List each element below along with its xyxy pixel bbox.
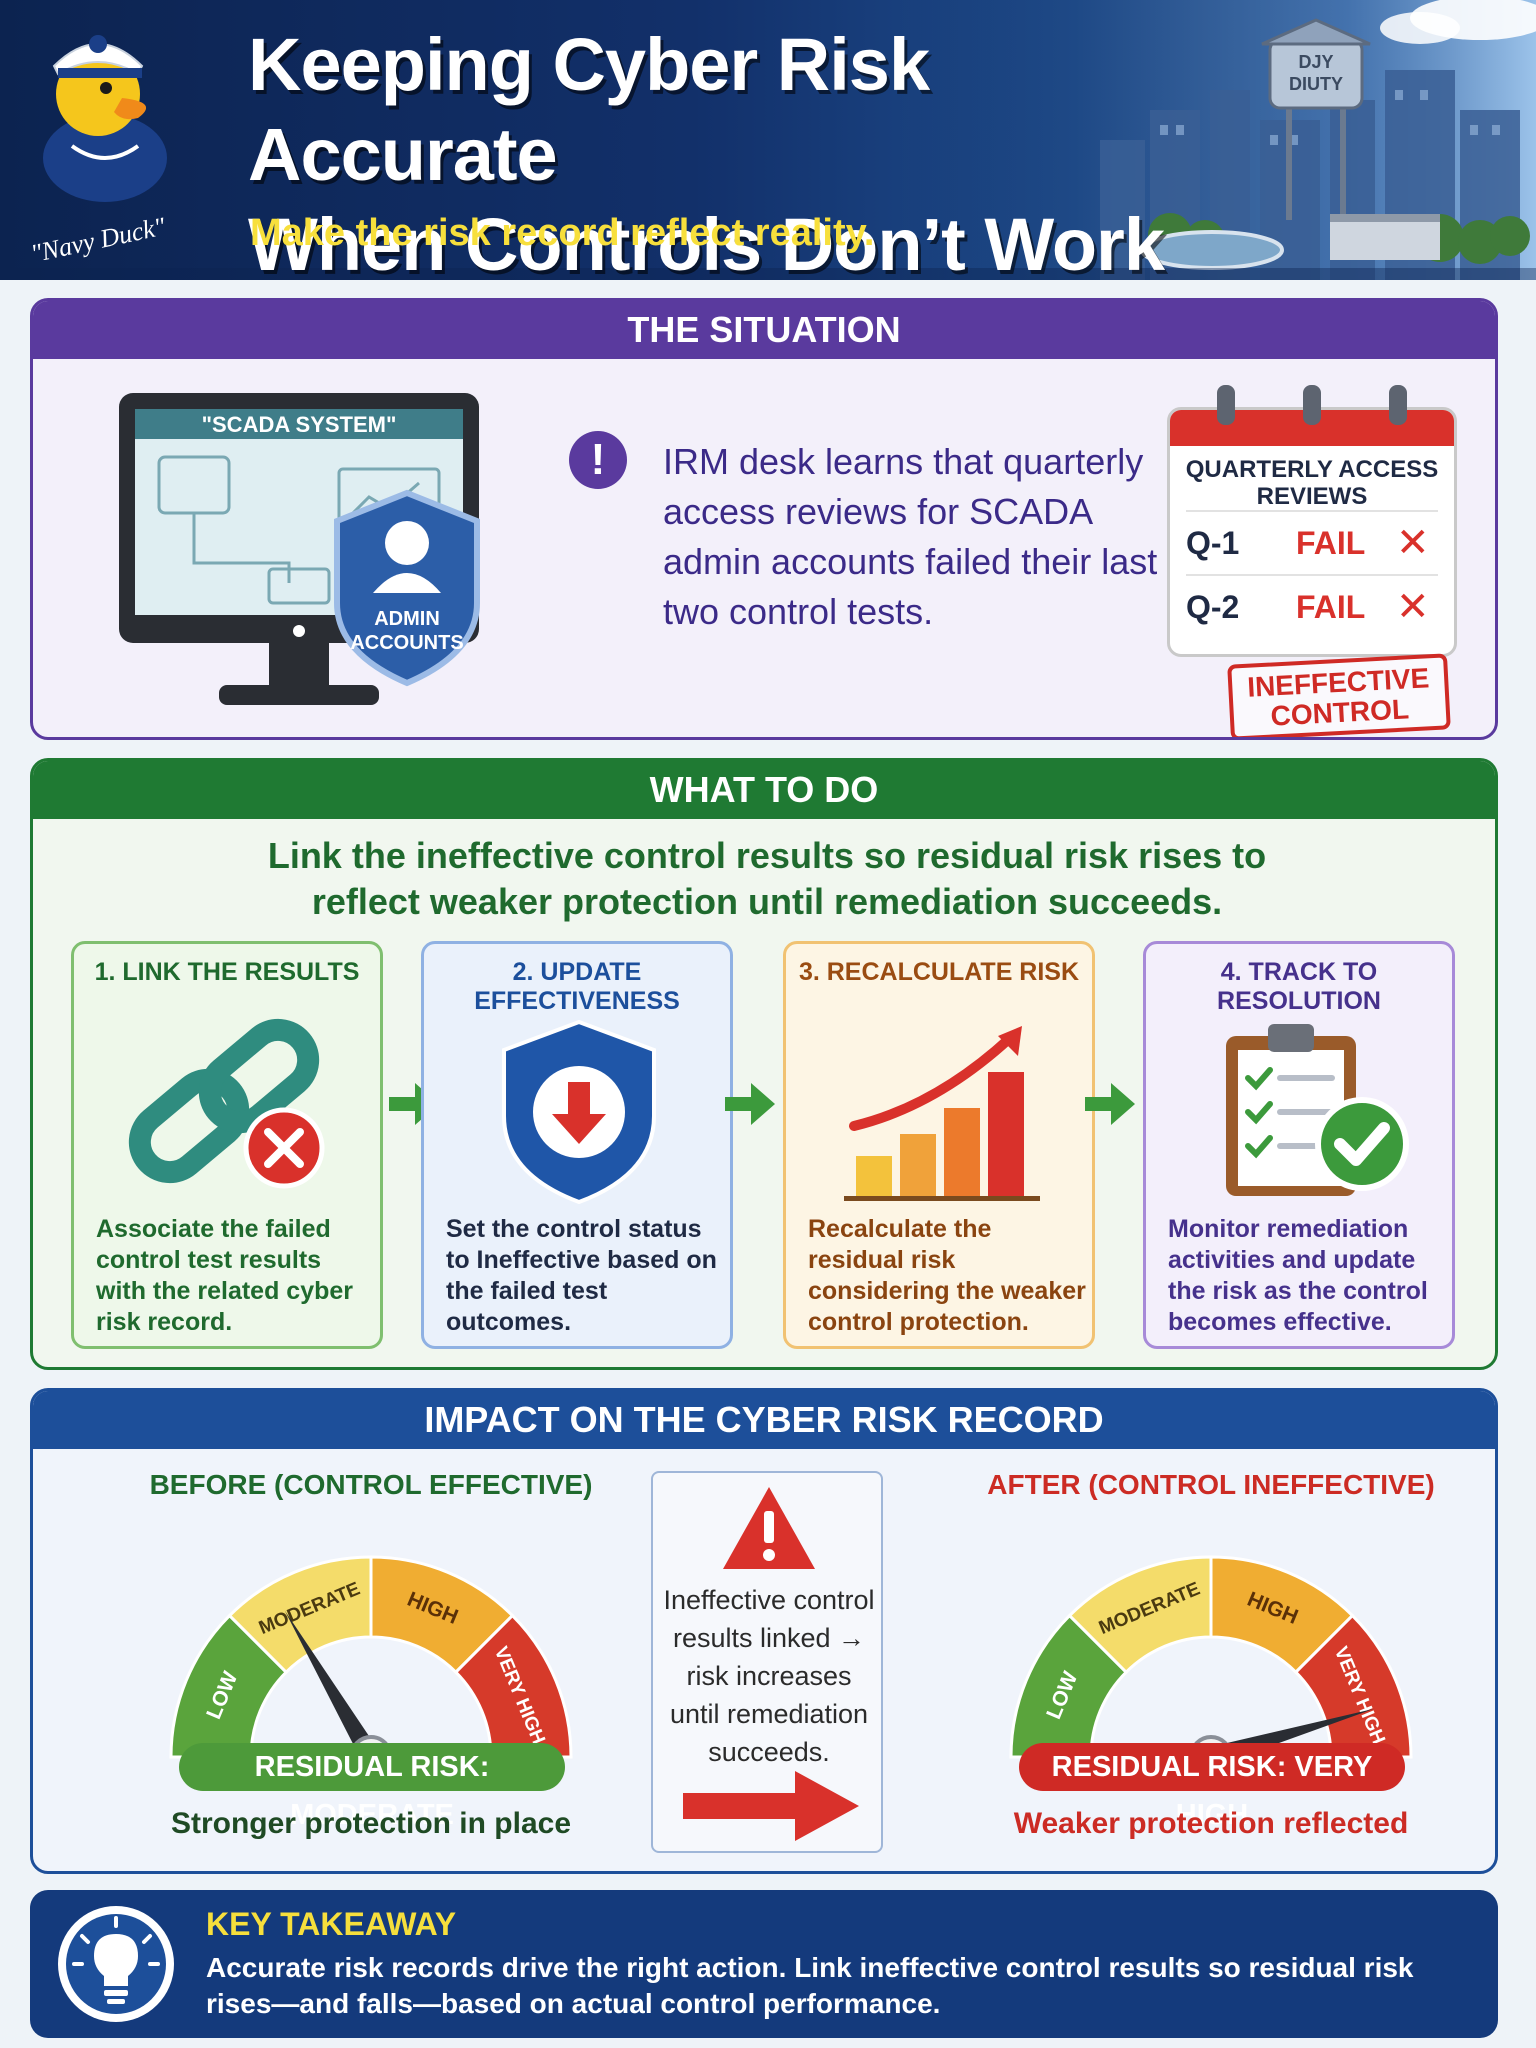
- residual-risk-pill: RESIDUAL RISK: VERY HIGH: [1019, 1743, 1405, 1831]
- after-gauge-column: AFTER (CONTROL INEFFECTIVE) LOW MODERATE H…: [951, 1449, 1471, 1869]
- rising-bar-chart-icon: [844, 1026, 1040, 1201]
- result-label: FAIL: [1296, 524, 1366, 561]
- lead-line: Link the ineffective control results so …: [267, 835, 1267, 876]
- arrow-right-icon: [1085, 1083, 1135, 1125]
- title-line: When Controls Don’t Work: [248, 203, 1165, 280]
- before-subtext: Stronger protection in place: [170, 1807, 572, 1840]
- shield-label: ACCOUNTS: [350, 632, 463, 654]
- step-title: 2. UPDATE EFFECTIVENESS: [474, 958, 680, 1015]
- scada-monitor-illustration: "SCADA SYSTEM" ADMIN ACCOUNTS: [119, 393, 480, 705]
- quarter-label: Q-1: [1186, 524, 1240, 561]
- calendar-title-line: QUARTERLY ACCESS: [1185, 456, 1439, 483]
- broken-link-icon: [128, 1018, 325, 1189]
- calendar-rings-icon: [1217, 385, 1407, 425]
- x-mark-icon: ✕: [1396, 585, 1430, 629]
- exclamation-icon: !: [569, 431, 627, 489]
- x-mark-icon: ✕: [1396, 521, 1430, 565]
- lightbulb-icon: [58, 1906, 174, 2022]
- after-subtext: Weaker protection reflected: [1013, 1807, 1409, 1840]
- takeaway-text: Accurate risk records drive the right ac…: [206, 1952, 1414, 2019]
- gauge-segment-very-high: [453, 1613, 573, 1759]
- transition-text: Ineffective control results linked → ris…: [663, 1585, 875, 1767]
- key-takeaway-banner: KEY TAKEAWAY Accurate risk records drive…: [30, 1890, 1498, 2038]
- step-card-track-resolution: 4. TRACK TO RESOLUTION Monitor remediati…: [1143, 941, 1455, 1349]
- step-title: 4. TRACK TO RESOLUTION: [1217, 958, 1381, 1015]
- residual-risk-pill: RESIDUAL RISK: MODERATE: [179, 1743, 565, 1831]
- what-to-do-panel: WHAT TO DO Link the ineffective control …: [30, 758, 1498, 1370]
- step-title: 1. LINK THE RESULTS: [94, 958, 360, 986]
- quarterly-calendar: QUARTERLY ACCESS REVIEWS Q-1 FAIL ✕ Q-2 …: [1167, 383, 1487, 657]
- big-arrow-right-icon: [683, 1771, 859, 1841]
- tower-label: DJY: [1298, 52, 1333, 72]
- arrow-right-icon: [725, 1083, 775, 1125]
- shield-label: ADMIN: [374, 608, 440, 630]
- navy-duck-mascot-icon: "Navy Duck": [28, 35, 168, 260]
- step-text: Recalculate the residual risk considerin…: [808, 1215, 1086, 1336]
- page-title: Keeping Cyber Risk Accurate When Control…: [248, 20, 1248, 280]
- calendar-title: QUARTERLY ACCESS REVIEWS: [1170, 456, 1454, 510]
- step-text: Set the control status to Ineffective ba…: [446, 1215, 717, 1336]
- ineffective-control-stamp: INEFFECTIVE CONTROL: [1227, 653, 1451, 737]
- step-card-link-results: 1. LINK THE RESULTS Associate the failed…: [71, 941, 383, 1349]
- takeaway-title: KEY TAKEAWAY: [206, 1906, 457, 1942]
- quarter-label: Q-2: [1186, 588, 1240, 625]
- result-label: FAIL: [1296, 588, 1366, 625]
- gauge-segment-very-high: [1293, 1613, 1413, 1759]
- calendar-row: Q-2 FAIL ✕: [1186, 574, 1438, 638]
- before-title: BEFORE (CONTROL EFFECTIVE): [149, 1469, 593, 1500]
- lead-line: reflect weaker protection until remediat…: [311, 881, 1223, 922]
- header-banner: DJY DIUTY "Navy Duck" Keeping Cyber Risk…: [0, 0, 1536, 280]
- step-text: Associate the failed control test result…: [96, 1215, 354, 1336]
- city-skyline-illustration: DJY DIUTY: [0, 0, 1536, 280]
- impact-transition-box: Ineffective control results linked → ris…: [651, 1471, 883, 1853]
- clipboard-check-icon: [1226, 1024, 1409, 1196]
- step-text: Monitor remediation activities and updat…: [1168, 1215, 1428, 1336]
- gauge-needle: [284, 1610, 380, 1763]
- after-title: AFTER (CONTROL INEFFECTIVE): [987, 1469, 1435, 1500]
- what-to-do-lead: Link the ineffective control results so …: [33, 833, 1495, 925]
- impact-panel: IMPACT ON THE CYBER RISK RECORD BEFORE (…: [30, 1388, 1498, 1874]
- tower-label: DIUTY: [1289, 74, 1343, 94]
- title-line: Keeping Cyber Risk Accurate: [248, 23, 930, 196]
- calendar-title-line: REVIEWS: [1256, 483, 1368, 510]
- monitor-label: "SCADA SYSTEM": [202, 412, 397, 437]
- calendar-row: Q-1 FAIL ✕: [1186, 510, 1438, 574]
- impact-heading: IMPACT ON THE CYBER RISK RECORD: [33, 1391, 1495, 1449]
- step-card-update-effectiveness: 2. UPDATE EFFECTIVENESS Set the control …: [421, 941, 733, 1349]
- situation-panel: THE SITUATION "SCADA SYSTEM" ADMIN ACCOU…: [30, 298, 1498, 740]
- situation-heading: THE SITUATION: [33, 301, 1495, 359]
- situation-alert-text: IRM desk learns that quarterly access re…: [663, 441, 1158, 632]
- step-card-recalculate-risk: 3. RECALCULATE RISK Recalculate the resi…: [783, 941, 1095, 1349]
- calendar-card: QUARTERLY ACCESS REVIEWS Q-1 FAIL ✕ Q-2 …: [1167, 407, 1457, 657]
- what-to-do-heading: WHAT TO DO: [33, 761, 1495, 819]
- warning-icon: [723, 1487, 815, 1569]
- mascot-label: "Navy Duck": [28, 212, 168, 260]
- page-subtitle: Make the risk record reflect reality.: [250, 212, 875, 254]
- shield-down-arrow-icon: [502, 1019, 656, 1205]
- step-title: 3. RECALCULATE RISK: [798, 958, 1080, 986]
- before-gauge-column: BEFORE (CONTROL EFFECTIVE) LOW MODERATE HI…: [111, 1449, 631, 1869]
